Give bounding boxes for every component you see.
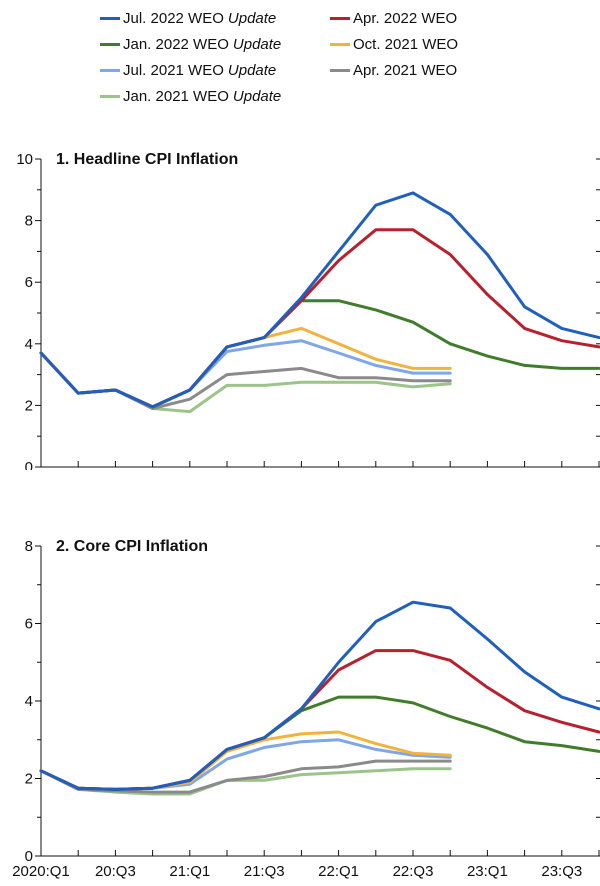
y-tick-label: 2: [25, 771, 33, 788]
chart-title: 2. Core CPI Inflation: [56, 538, 208, 555]
legend-label: Jul. 2021 WEO: [123, 62, 224, 79]
x-tick-label: 22:Q3: [393, 863, 434, 880]
legend-label: Jan. 2021 WEO: [123, 88, 229, 105]
series-line: [39, 299, 600, 409]
legend-item: Oct. 2021 WEO: [330, 36, 458, 53]
y-tick-label: 6: [25, 274, 33, 291]
series-line: [39, 228, 600, 409]
y-tick-label: 2: [25, 397, 33, 414]
legend-label: Apr. 2022 WEO: [353, 10, 458, 27]
core-cpi-chart: 2. Core CPI Inflation 0 2 4 6 8 2020:Q1 20:Q3 21…: [12, 538, 600, 880]
legend-label: Jan. 2022 WEO: [123, 36, 229, 53]
x-tick-label: 21:Q3: [244, 863, 285, 880]
x-tick-label: 20:Q3: [95, 863, 136, 880]
legend: Jul. 2022 WEO Update Apr. 2022 WEO Jan. 202…: [0, 0, 600, 115]
legend-label: Apr. 2021 WEO: [353, 62, 458, 79]
y-tick-label: 6: [25, 616, 33, 633]
chart-title: 1. Headline CPI Inflation: [56, 151, 238, 168]
x-tick-label: 22:Q1: [318, 863, 359, 880]
legend-label-suffix: Update: [232, 36, 282, 53]
legend-swatch: [100, 95, 120, 98]
legend-label-suffix: Update: [232, 88, 282, 105]
legend-label: Oct. 2021 WEO: [353, 36, 459, 53]
x-tick-label: 2020:Q1: [12, 863, 70, 880]
legend-swatch: [100, 17, 120, 20]
legend-swatch: [330, 43, 350, 46]
series-line: [39, 191, 600, 409]
series-line: [39, 759, 452, 794]
legend-item: Apr. 2022 WEO: [330, 10, 457, 27]
legend-swatch: [330, 69, 350, 72]
legend-item: Jan. 2022 WEO Update: [100, 36, 281, 53]
legend-swatch: [100, 69, 120, 72]
y-tick-label: 10: [16, 151, 33, 168]
legend-label-suffix: Update: [227, 10, 277, 27]
x-tick-label: 23:Q3: [541, 863, 582, 880]
x-tick-label: 21:Q1: [169, 863, 210, 880]
legend-swatch: [100, 43, 120, 46]
legend-swatch: [330, 17, 350, 20]
series-line: [39, 695, 600, 791]
y-tick-label: 0: [25, 848, 33, 865]
x-tick-label: 23:Q1: [467, 863, 508, 880]
y-tick-label: 4: [25, 336, 33, 353]
legend-item: Apr. 2021 WEO: [330, 62, 457, 79]
y-tick-label: 4: [25, 693, 33, 710]
y-tick-label: 8: [25, 538, 33, 555]
headline-cpi-chart: 1. Headline CPI Inflation02468102020:Q12…: [16, 151, 600, 470]
y-tick-label: 0: [25, 459, 33, 470]
legend-item: Jul. 2021 WEO Update: [100, 62, 276, 79]
legend-label: Jul. 2022 WEO: [123, 10, 224, 27]
legend-item: Jul. 2022 WEO Update: [100, 10, 276, 27]
legend-item: Jan. 2021 WEO Update: [100, 88, 281, 105]
y-tick-label: 8: [25, 213, 33, 230]
legend-label-suffix: Update: [227, 62, 277, 79]
series-line: [39, 600, 600, 791]
